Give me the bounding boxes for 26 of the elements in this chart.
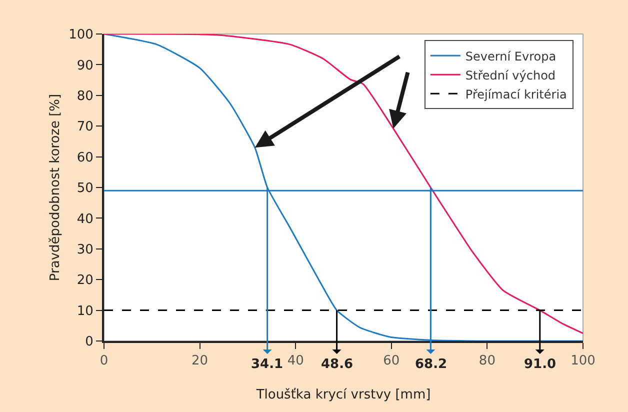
y-axis-title: Pravděpodobnost koroze [%] <box>48 94 64 282</box>
y-tick-label: 20 <box>76 273 94 288</box>
legend-label: Střední východ <box>465 68 556 82</box>
x-tick-label: 100 <box>570 354 596 369</box>
annotation: 91.0 <box>524 357 556 372</box>
y-tick-label: 10 <box>76 304 94 319</box>
legend-label: Severní Evropa <box>465 49 556 64</box>
y-tick-label: 90 <box>76 58 94 74</box>
x-tick-label: 80 <box>478 354 496 369</box>
x-axis-title: Tloušťka krycí vrstvy [mm] <box>255 388 431 403</box>
y-tick-label: 70 <box>76 120 94 135</box>
y-tick-label: 40 <box>76 212 94 227</box>
y-tick-label: 0 <box>85 334 94 350</box>
x-tick-label: 0 <box>100 354 108 369</box>
x-tick-label: 60 <box>383 354 400 369</box>
y-tick-label: 60 <box>76 150 94 166</box>
y-tick-label: 30 <box>76 242 94 258</box>
y-tick-label: 50 <box>76 181 94 196</box>
x-tick-label: 20 <box>192 354 208 369</box>
annotation: 48.6 <box>321 357 354 372</box>
legend-label: Přejímací kritéria <box>465 87 567 102</box>
annotation: 34.1 <box>251 357 284 372</box>
y-tick-label: 80 <box>76 88 94 104</box>
y-tick-label: 100 <box>68 28 94 43</box>
annotation: 68.2 <box>415 357 448 372</box>
x-tick-label: 40 <box>287 354 304 369</box>
